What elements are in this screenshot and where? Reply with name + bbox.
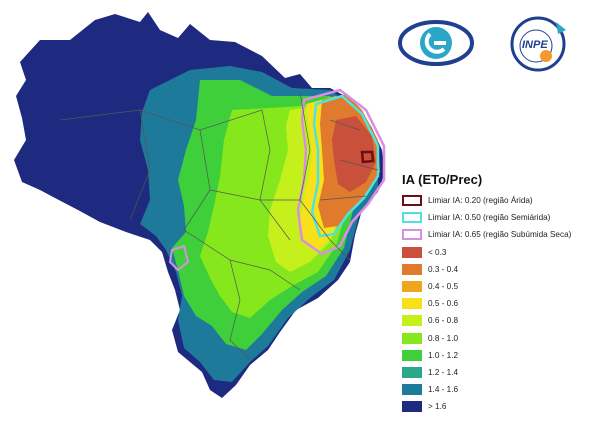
class-legend-label: 0.4 - 0.5 xyxy=(428,282,459,292)
inpe-logo-text: INPE xyxy=(522,39,548,51)
class-legend-label: 1.4 - 1.6 xyxy=(428,385,459,395)
class-legend-label: > 1.6 xyxy=(428,402,447,412)
class-legend-swatch xyxy=(402,281,422,293)
threshold-legend-swatch xyxy=(402,195,422,207)
threshold-legend-item: Limiar IA: 0.50 (região Semiárida) xyxy=(398,209,598,226)
class-legend-label: 0.8 - 1.0 xyxy=(428,333,459,343)
threshold-legend-label: Limiar IA: 0.65 (região Subúmida Seca) xyxy=(428,230,572,240)
threshold-legend-swatch xyxy=(402,229,422,241)
class-legend-label: 0.6 - 0.8 xyxy=(428,316,459,326)
class-legend-swatch xyxy=(402,349,422,361)
class-legend-label: 1.2 - 1.4 xyxy=(428,367,459,377)
class-legend-label: 1.0 - 1.2 xyxy=(428,350,459,360)
legend-title: IA (ETo/Prec) xyxy=(402,172,483,187)
class-legend-item: 1.0 - 1.2 xyxy=(398,347,598,364)
class-legend-label: 0.3 - 0.4 xyxy=(428,264,459,274)
class-legend-item: < 0.3 xyxy=(398,244,598,261)
class-legend-item: 0.8 - 1.0 xyxy=(398,330,598,347)
inpe-logo: INPE xyxy=(510,16,566,72)
class-list: < 0.3 0.3 - 0.4 0.4 - 0.5 0.5 - 0.6 0.6 - 0.… xyxy=(398,244,598,416)
subhumid-threshold-line xyxy=(296,88,386,256)
class-legend-swatch xyxy=(402,332,422,344)
threshold-legend-label: Limiar IA: 0.50 (região Semiárida) xyxy=(428,213,551,223)
class-legend-item: 0.5 - 0.6 xyxy=(398,295,598,312)
class-legend-swatch xyxy=(402,401,422,413)
class-legend-swatch xyxy=(402,246,422,258)
semiarid-threshold-line xyxy=(310,94,380,238)
class-legend-item: 1.4 - 1.6 xyxy=(398,381,598,398)
threshold-legend-item: Limiar IA: 0.20 (região Árida) xyxy=(398,192,598,209)
class-legend-swatch xyxy=(402,263,422,275)
class-legend-swatch xyxy=(402,298,422,310)
threshold-legend-label: Limiar IA: 0.20 (região Árida) xyxy=(428,196,533,206)
class-legend-item: 0.4 - 0.5 xyxy=(398,278,598,295)
class-legend-swatch xyxy=(402,315,422,327)
class-legend-item: 0.3 - 0.4 xyxy=(398,261,598,278)
arid-core-zone xyxy=(332,116,376,192)
threshold-legend-swatch xyxy=(402,212,422,224)
class-legend-item: > 1.6 xyxy=(398,398,598,415)
class-legend-label: < 0.3 xyxy=(428,247,447,257)
institution-logos: INPE xyxy=(398,16,566,72)
arid-threshold-line xyxy=(360,150,375,164)
state-borders xyxy=(59,91,379,361)
class-legend-item: 1.2 - 1.4 xyxy=(398,364,598,381)
class-legend-swatch xyxy=(402,384,422,396)
map-legend: IA (ETo/Prec) Limiar IA: 0.20 (região Ár… xyxy=(398,172,598,415)
class-legend-label: 0.5 - 0.6 xyxy=(428,299,459,309)
cptec-eye-logo xyxy=(398,20,474,66)
southwest-pocket xyxy=(168,244,190,272)
class-legend-item: 0.6 - 0.8 xyxy=(398,312,598,329)
class-legend-swatch xyxy=(402,366,422,378)
threshold-legend-item: Limiar IA: 0.65 (região Subúmida Seca) xyxy=(398,226,598,243)
threshold-list: Limiar IA: 0.20 (região Árida) Limiar IA:… xyxy=(398,192,598,244)
